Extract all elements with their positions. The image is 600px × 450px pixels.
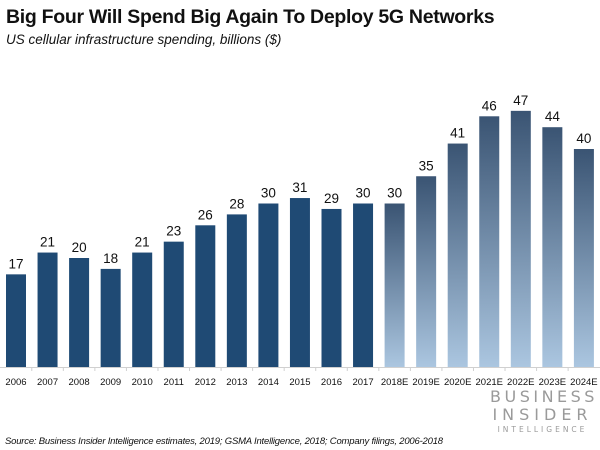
category-label-2024E: 2024E <box>570 377 597 388</box>
bar-2011 <box>163 241 184 367</box>
value-label-2023E: 44 <box>545 109 561 124</box>
category-label-2019E: 2019E <box>412 377 439 388</box>
bar-2022E <box>510 110 531 367</box>
category-label-2009: 2009 <box>100 377 121 388</box>
bar-2021E <box>479 116 500 367</box>
value-label-2011: 23 <box>166 224 181 239</box>
value-label-2020E: 41 <box>450 126 465 141</box>
bar-2010 <box>132 252 153 367</box>
category-label-2010: 2010 <box>132 377 153 388</box>
category-label-2006: 2006 <box>5 377 26 388</box>
chart-subtitle: US cellular infrastructure spending, bil… <box>6 32 282 47</box>
category-label-2014: 2014 <box>258 377 279 388</box>
value-label-2010: 21 <box>135 235 150 250</box>
business-insider-logo: BUSINESS INSIDER INTELLIGENCE <box>490 388 595 436</box>
bar-2006 <box>6 274 26 367</box>
value-label-2018E: 30 <box>387 186 402 201</box>
category-label-2008: 2008 <box>69 377 90 388</box>
category-label-2017: 2017 <box>352 377 373 388</box>
bar-2017 <box>353 203 374 367</box>
value-label-2019E: 35 <box>419 158 434 173</box>
logo-line-business: BUSINESS <box>490 387 598 406</box>
x-ticks-group <box>31 367 569 371</box>
value-label-2007: 21 <box>40 235 55 250</box>
source-note: Source: Business Insider Intelligence es… <box>5 436 443 447</box>
bar-2019E <box>416 176 437 367</box>
category-label-2016: 2016 <box>321 377 342 388</box>
value-label-2015: 31 <box>292 180 307 195</box>
bar-2014 <box>258 203 279 367</box>
category-label-2007: 2007 <box>37 377 58 388</box>
bar-2008 <box>69 258 90 367</box>
value-label-2014: 30 <box>261 186 276 201</box>
bar-2013 <box>226 214 247 367</box>
value-label-2024E: 40 <box>576 131 591 146</box>
value-label-2006: 17 <box>8 256 23 271</box>
bar-2024E <box>573 149 594 367</box>
category-label-2015: 2015 <box>289 377 310 388</box>
bar-2016 <box>321 208 342 367</box>
value-label-2021E: 46 <box>482 98 497 113</box>
category-labels-group: 2006 2007 2008 2009 2010 2011 2012 2013 2014 2015… <box>5 377 597 388</box>
category-label-2018E: 2018E <box>381 377 408 388</box>
bar-2009 <box>100 268 121 367</box>
value-label-2013: 28 <box>229 196 244 211</box>
value-label-2012: 26 <box>198 207 213 222</box>
logo-line-intelligence: INTELLIGENCE <box>497 425 588 434</box>
bar-2015 <box>289 198 310 367</box>
logo-line-insider: INSIDER <box>492 405 593 424</box>
bar-2020E <box>447 143 468 367</box>
bar-2012 <box>195 225 216 367</box>
category-label-2011: 2011 <box>164 377 184 388</box>
value-label-2017: 30 <box>356 186 371 201</box>
value-label-2016: 29 <box>324 191 339 206</box>
value-label-2008: 20 <box>72 240 87 255</box>
category-label-2020E: 2020E <box>444 377 471 388</box>
bar-2007 <box>37 252 58 367</box>
value-labels-group: 17 21 20 18 21 23 26 28 30 31 29 30 30 35 41 46 47 44 40 <box>8 93 591 272</box>
category-label-2023E: 2023E <box>539 377 566 388</box>
value-label-2022E: 47 <box>513 93 528 108</box>
bar-2023E <box>542 127 563 367</box>
chart-title: Big Four Will Spend Big Again To Deploy … <box>6 6 495 28</box>
category-label-2012: 2012 <box>195 377 216 388</box>
bars-group <box>6 110 594 367</box>
category-label-2013: 2013 <box>226 377 247 388</box>
category-label-2021E: 2021E <box>476 377 503 388</box>
bar-2018E <box>384 203 405 367</box>
value-label-2009: 18 <box>103 251 118 266</box>
category-label-2022E: 2022E <box>507 377 534 388</box>
